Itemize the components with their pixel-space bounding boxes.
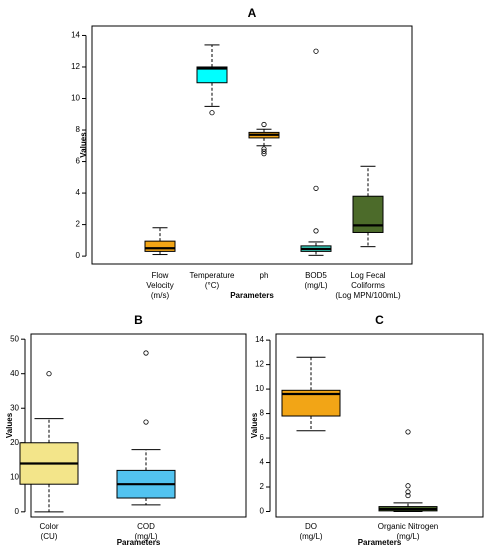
box-0-0: Flow Velocity (m/s) xyxy=(144,227,176,300)
category-label: Color (CU) xyxy=(39,522,58,541)
y-tick-label: 0 xyxy=(260,507,265,516)
outlier-point xyxy=(313,228,319,234)
box-1-1: COD (mg/L) xyxy=(116,350,176,541)
y-tick-label: 14 xyxy=(71,31,80,40)
category-label: DO (mg/L) xyxy=(299,522,322,541)
y-tick-label: 14 xyxy=(255,335,264,344)
category-label-line: Organic Nitrogen xyxy=(378,522,438,531)
outlier-point xyxy=(405,429,411,435)
y-tick-label: 10 xyxy=(10,472,19,481)
outlier-point xyxy=(405,492,411,499)
outlier-point xyxy=(405,489,411,495)
box-2-1: Organic Nitrogen (mg/L) xyxy=(378,429,438,541)
category-label: Flow Velocity (m/s) xyxy=(146,271,174,300)
outlier-point xyxy=(313,48,319,54)
y-tick-label: 2 xyxy=(76,220,81,229)
y-axis-label: Values xyxy=(250,412,259,438)
y-axis-label: Values xyxy=(79,132,88,158)
panel-title: C xyxy=(375,313,384,327)
plot-frame xyxy=(91,25,413,265)
outlier-point xyxy=(46,371,52,377)
y-tick-label: 50 xyxy=(10,334,19,343)
y-axis-label: Values xyxy=(5,412,14,438)
category-label: Log Fecal Coliforms (Log MPN/100mL) xyxy=(335,271,401,300)
y-tick-label: 12 xyxy=(255,360,264,369)
category-label-line: DO xyxy=(305,522,317,531)
x-axis-label: Parameters xyxy=(230,291,274,300)
y-tick-label: 6 xyxy=(76,157,81,166)
y-tick-label: 4 xyxy=(76,188,81,197)
box-2-0: DO (mg/L) xyxy=(281,356,341,541)
category-label-line: Color xyxy=(39,522,58,531)
plot-frame xyxy=(30,333,247,518)
y-tick-label: 40 xyxy=(10,369,19,378)
category-label: ph xyxy=(260,271,269,280)
plot-frame xyxy=(275,333,484,518)
category-label-line: (mg/L) xyxy=(134,532,157,541)
outlier-point xyxy=(143,350,149,356)
panel-a: A 0 2 4 6 8 10 12 14 Values Flow Velocity (m/s) Tempe… xyxy=(71,6,413,300)
panel-b: B 0 10 20 30 40 50 Values Color (CU) COD (mg/L)Para… xyxy=(5,313,247,547)
category-label-line: (Log MPN/100mL) xyxy=(335,291,401,300)
y-tick-label: 4 xyxy=(260,458,265,467)
y-tick-label: 12 xyxy=(71,62,80,71)
x-axis-label: Parameters xyxy=(358,538,402,547)
category-label-line: COD xyxy=(137,522,155,531)
y-tick-label: 6 xyxy=(260,433,265,442)
category-label-line: (°C) xyxy=(205,281,220,290)
category-label: BOD5 (mg/L) xyxy=(304,271,327,290)
category-label-line: ph xyxy=(260,271,269,280)
y-tick-label: 10 xyxy=(71,94,80,103)
box-0-2: ph xyxy=(248,121,280,280)
category-label-line: (mg/L) xyxy=(396,532,419,541)
box-0-4: Log Fecal Coliforms (Log MPN/100mL) xyxy=(335,165,401,300)
y-tick-label: 0 xyxy=(76,251,81,260)
category-label-line: Log Fecal xyxy=(350,271,385,280)
x-axis-label: Parameters xyxy=(117,538,161,547)
iqr-box xyxy=(352,195,384,233)
box-0-1: Temperature (°C) xyxy=(190,44,235,290)
outlier-point xyxy=(405,483,411,489)
outlier-point xyxy=(143,419,149,425)
category-label: Temperature (°C) xyxy=(190,271,235,290)
category-label-line: BOD5 xyxy=(305,271,327,280)
outlier-point xyxy=(209,110,215,116)
category-label-line: (m/s) xyxy=(151,291,170,300)
category-label: COD (mg/L) xyxy=(134,522,157,541)
y-tick-label: 10 xyxy=(255,384,264,393)
outlier-point xyxy=(261,146,267,152)
category-label-line: (mg/L) xyxy=(304,281,327,290)
category-label-line: (mg/L) xyxy=(299,532,322,541)
category-label: Organic Nitrogen (mg/L) xyxy=(378,522,438,541)
iqr-box xyxy=(196,66,228,84)
category-label-line: Flow xyxy=(152,271,169,280)
box-1-0: Color (CU) xyxy=(19,371,79,541)
y-tick-label: 8 xyxy=(76,125,81,134)
panel-title: A xyxy=(248,6,257,20)
category-label-line: Velocity xyxy=(146,281,174,290)
y-tick-label: 0 xyxy=(15,507,20,516)
y-tick-label: 8 xyxy=(260,409,265,418)
box-0-3: BOD5 (mg/L) xyxy=(300,48,332,290)
category-label-line: Temperature xyxy=(190,271,235,280)
outlier-point xyxy=(313,185,319,191)
category-label-line: Coliforms xyxy=(351,281,385,290)
outlier-point xyxy=(261,148,267,154)
y-tick-label: 2 xyxy=(260,482,265,491)
iqr-box xyxy=(144,240,176,252)
category-label-line: (CU) xyxy=(41,532,58,541)
panel-title: B xyxy=(134,313,143,327)
y-tick-label: 30 xyxy=(10,403,19,412)
y-tick-label: 20 xyxy=(10,438,19,447)
outlier-point xyxy=(261,121,267,128)
